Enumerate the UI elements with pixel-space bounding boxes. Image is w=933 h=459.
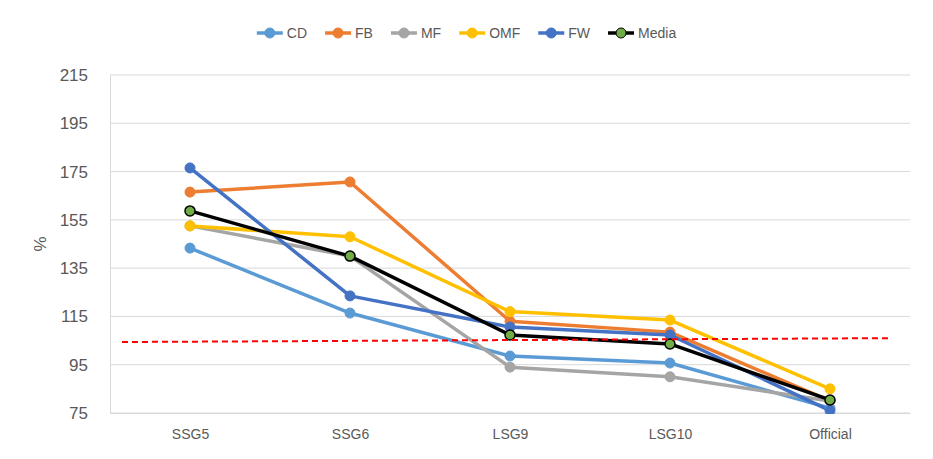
y-tick-label: 135	[60, 259, 88, 278]
series-marker	[505, 362, 515, 372]
legend-swatch-marker	[399, 28, 409, 38]
legend-swatch-marker	[546, 28, 556, 38]
legend-label: FW	[568, 25, 591, 41]
grid-line	[110, 123, 910, 124]
legend-swatch-marker	[467, 28, 477, 38]
series-marker	[665, 315, 675, 325]
legend-label: MF	[421, 25, 441, 41]
x-tick-label: SSG5	[172, 426, 210, 442]
legend-item: MF	[391, 25, 441, 41]
legend-item: FB	[325, 25, 373, 41]
series-marker	[345, 308, 355, 318]
y-axis: 75 95 115 135 155 175 195 215	[60, 66, 111, 423]
legend: CD FB MF OMF FW Media	[257, 25, 677, 41]
grid-line	[110, 171, 910, 172]
series-marker	[825, 396, 835, 406]
grid-line	[110, 219, 910, 220]
y-axis-title: %	[31, 236, 50, 251]
y-tick: 115	[61, 307, 110, 326]
reference-line	[122, 338, 888, 342]
series-marker	[345, 251, 355, 261]
x-tick: SSG5	[172, 413, 210, 442]
series-marker	[345, 251, 355, 261]
series-line	[190, 226, 830, 401]
y-tick: 75	[69, 404, 110, 423]
y-tick: 215	[60, 66, 110, 85]
series-marker	[665, 372, 675, 382]
y-tick-label: 75	[69, 404, 88, 423]
legend-swatch-marker	[616, 28, 626, 38]
x-tick: Official	[809, 413, 852, 442]
grid-line	[110, 75, 910, 76]
series-marker	[505, 307, 515, 317]
x-tick: SSG6	[332, 413, 370, 442]
legend-item: Media	[608, 25, 676, 41]
legend-label: FB	[355, 25, 373, 41]
series-marker	[185, 163, 195, 173]
x-tick-label: SSG6	[332, 426, 370, 442]
series-marker	[185, 243, 195, 253]
grid-line	[110, 413, 910, 414]
x-tick-label: LSG9	[493, 426, 529, 442]
legend-swatch-marker	[333, 28, 343, 38]
series-marker	[825, 395, 835, 405]
y-tick: 195	[60, 114, 110, 133]
y-axis-line	[110, 76, 111, 414]
y-tick: 155	[60, 211, 110, 230]
y-tick-label: 195	[60, 114, 88, 133]
y-tick-label: 155	[60, 211, 88, 230]
x-tick-label: LSG10	[649, 426, 693, 442]
plot-area	[122, 163, 888, 414]
legend-label: OMF	[489, 25, 520, 41]
series-marker	[825, 406, 835, 414]
series-marker	[665, 358, 675, 368]
series-marker	[825, 396, 835, 406]
legend-item: OMF	[459, 25, 520, 41]
x-tick: LSG10	[649, 413, 693, 442]
chart: 75 95 115 135 155 175 195 215 SSG5 SSG6 LSG9 LSG10 O…	[0, 0, 933, 459]
x-tick-label: Official	[809, 426, 852, 442]
grid-line	[110, 268, 910, 269]
series-marker	[345, 232, 355, 242]
y-tick: 135	[60, 259, 110, 278]
series-marker	[665, 339, 675, 349]
y-tick-label: 215	[60, 66, 88, 85]
series-line	[190, 168, 830, 411]
series-line	[190, 182, 830, 401]
x-axis: SSG5 SSG6 LSG9 LSG10 Official	[111, 413, 911, 442]
series-line	[190, 248, 830, 408]
series-marker	[505, 351, 515, 361]
legend-swatch-marker	[265, 28, 275, 38]
series-marker	[185, 206, 195, 216]
series-marker	[345, 291, 355, 301]
series-marker	[825, 384, 835, 394]
series-marker	[345, 177, 355, 187]
legend-item: FW	[538, 25, 591, 41]
y-tick: 175	[60, 163, 110, 182]
series-marker	[185, 187, 195, 197]
x-axis-line	[111, 413, 911, 414]
y-tick-label: 175	[60, 163, 88, 182]
grid	[110, 75, 910, 413]
y-tick-label: 95	[69, 356, 88, 375]
series-line	[190, 211, 830, 400]
series-marker	[185, 221, 195, 231]
legend-item: CD	[257, 25, 307, 41]
y-tick: 95	[69, 356, 110, 375]
legend-label: Media	[638, 25, 676, 41]
legend-label: CD	[287, 25, 307, 41]
series-marker	[505, 330, 515, 340]
x-tick: LSG9	[493, 413, 529, 442]
y-tick-label: 115	[61, 307, 88, 326]
series-marker	[185, 221, 195, 231]
